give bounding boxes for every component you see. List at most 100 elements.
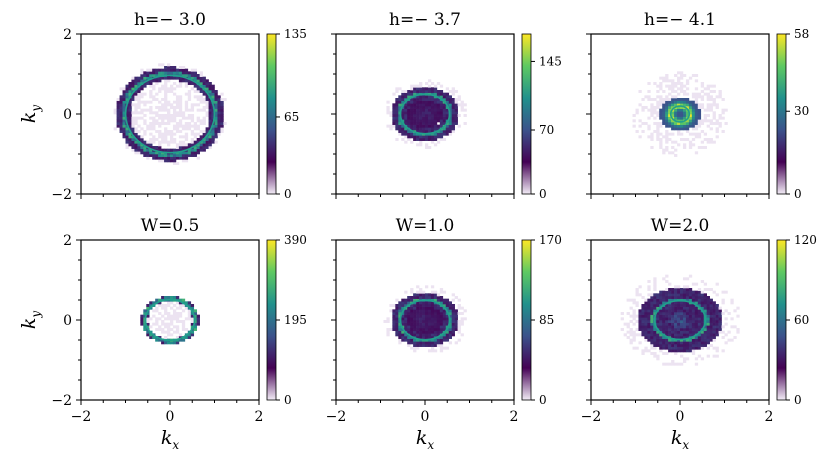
heatmap-cell	[172, 140, 177, 144]
heatmap-cell	[653, 312, 657, 315]
heatmap-cell	[671, 288, 675, 291]
heatmap-cell	[211, 124, 215, 128]
heatmap-cell	[712, 346, 716, 350]
heatmap-cell	[665, 322, 669, 326]
heatmap-cell	[430, 320, 435, 323]
heatmap-cell	[680, 108, 684, 112]
heatmap-cell	[712, 114, 716, 117]
heatmap-cell	[697, 354, 702, 358]
heatmap-cell	[644, 106, 648, 109]
heatmap-cell	[724, 317, 728, 321]
heatmap-cell	[172, 106, 177, 109]
heatmap-cell	[392, 325, 396, 329]
heatmap-cell	[430, 341, 435, 345]
heatmap-cell	[433, 92, 438, 96]
heatmap-cell	[650, 146, 654, 149]
heatmap-cell	[146, 304, 150, 307]
heatmap-cell	[682, 333, 687, 337]
heatmap-cell	[422, 111, 426, 115]
heatmap-cell	[202, 90, 206, 93]
heatmap-cell	[196, 103, 200, 107]
heatmap-cell	[668, 116, 672, 120]
colorbar-tick-label: 85	[539, 313, 554, 327]
heatmap-cell	[410, 111, 414, 115]
heatmap-cell	[641, 304, 645, 307]
heatmap-cell	[433, 330, 438, 334]
heatmap-cell	[131, 95, 135, 99]
heatmap-cell	[202, 146, 206, 149]
heatmap-cell	[730, 317, 734, 321]
heatmap-cell	[635, 304, 639, 307]
heatmap-cell	[448, 325, 452, 329]
heatmap-cell	[442, 304, 447, 307]
heatmap-cell	[644, 320, 648, 323]
heatmap-cell	[187, 71, 192, 75]
heatmap-cell	[427, 301, 432, 305]
heatmap-cell	[451, 306, 455, 310]
heatmap-cell	[407, 301, 411, 305]
heatmap-cell	[632, 346, 636, 350]
heatmap-cell	[152, 98, 156, 101]
heatmap-cell	[137, 103, 141, 107]
heatmap-cell	[155, 306, 159, 310]
heatmap-cell	[395, 317, 399, 321]
heatmap-cell	[427, 116, 432, 120]
heatmap-cell	[703, 333, 707, 337]
heatmap-cell	[404, 336, 408, 339]
heatmap-cell	[674, 84, 678, 88]
heatmap-cell	[433, 108, 438, 112]
heatmap-cell	[407, 314, 411, 318]
heatmap-cell	[158, 151, 162, 155]
heatmap-cell	[196, 79, 200, 83]
heatmap-cell	[442, 325, 447, 329]
colorbar-tick-label: 0	[794, 393, 802, 407]
heatmap-cell	[712, 333, 716, 337]
heatmap-cell	[413, 338, 417, 342]
heatmap-cell	[175, 162, 180, 165]
heatmap-cell	[419, 119, 423, 123]
heatmap-cell	[709, 328, 713, 331]
heatmap-cell	[656, 312, 660, 315]
heatmap-cell	[700, 317, 705, 321]
heatmap-cell	[644, 349, 648, 353]
heatmap-cell	[650, 338, 654, 342]
heatmap-cell	[665, 130, 669, 133]
heatmap-cell	[647, 280, 651, 283]
heatmap-cell	[682, 146, 687, 149]
heatmap-cell	[688, 76, 693, 80]
heatmap-cell	[196, 320, 200, 323]
x-axis-label: kx	[671, 427, 690, 452]
heatmap-cell	[632, 312, 636, 315]
heatmap-cell	[659, 114, 663, 117]
heatmap-cell	[445, 317, 450, 321]
x-tick-label: 2	[765, 409, 774, 425]
y-tick-label: 2	[63, 233, 72, 249]
heatmap-cell	[671, 84, 675, 88]
heatmap-cell	[442, 290, 447, 294]
heatmap-cell	[149, 71, 153, 75]
heatmap-cell	[442, 322, 447, 326]
heatmap-cell	[620, 328, 624, 331]
heatmap-cell	[427, 314, 432, 318]
heatmap-cell	[442, 95, 447, 99]
heatmap-cell	[401, 100, 405, 104]
heatmap-cell	[181, 309, 186, 313]
heatmap-cell	[703, 116, 707, 120]
heatmap-cell	[398, 328, 402, 331]
heatmap-cell	[413, 328, 417, 331]
heatmap-cell	[140, 100, 144, 104]
heatmap-cell	[691, 336, 696, 339]
heatmap-cell	[671, 322, 675, 326]
heatmap-cell	[214, 127, 218, 131]
heatmap-cell	[119, 130, 123, 133]
heatmap-cell	[146, 82, 150, 85]
heatmap-cell	[644, 330, 648, 334]
heatmap-cell	[430, 130, 435, 133]
y-axis-label-base: k	[18, 318, 40, 330]
heatmap-cell	[419, 95, 423, 99]
heatmap-cell	[422, 135, 426, 139]
heatmap-cell	[688, 114, 693, 117]
heatmap-cell	[671, 122, 675, 125]
heatmap-cell	[653, 280, 657, 283]
heatmap-cell	[682, 92, 687, 96]
